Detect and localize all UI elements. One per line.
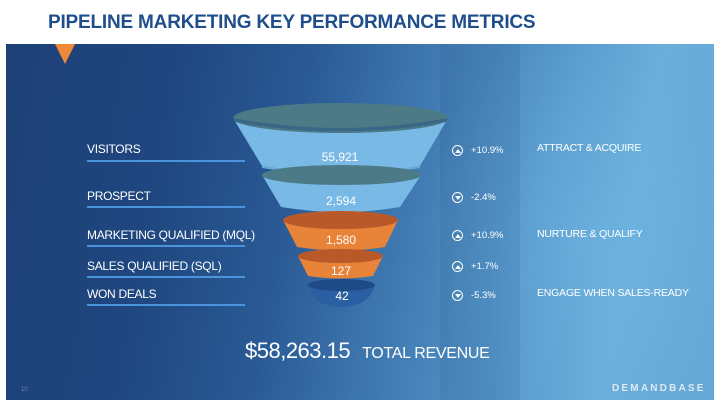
change-mql: +10.9% xyxy=(452,230,504,241)
stage-underline xyxy=(87,304,245,306)
change-visitors: +10.9% xyxy=(452,145,504,156)
arrow-up-circle-icon xyxy=(452,230,463,241)
stage-label-won-deals: WON DEALS xyxy=(87,287,157,301)
arrow-down-circle-icon xyxy=(452,290,463,301)
change-prospect: -2.4% xyxy=(452,192,496,203)
stage-underline xyxy=(87,276,245,278)
funnel-value-prospect: 2,594 xyxy=(325,194,357,208)
background-glow xyxy=(426,44,714,400)
revenue-amount: $58,263.15 xyxy=(245,338,351,363)
change-column-band xyxy=(440,44,520,400)
demandbase-logo: DEMANDBASE xyxy=(612,383,706,394)
total-revenue: $58,263.15 TOTAL REVENUE xyxy=(245,338,490,364)
stage-label-sql: SALES QUALIFIED (SQL) xyxy=(87,259,222,273)
phase-engage-sales-ready: ENGAGE WHEN SALES-READY xyxy=(537,287,689,299)
funnel-segment-visitors xyxy=(233,103,448,175)
arrow-down-circle-icon xyxy=(452,192,463,203)
stage-label-mql: MARKETING QUALIFIED (MQL) xyxy=(87,228,255,242)
arrow-up-circle-icon xyxy=(452,145,463,156)
arrow-up-circle-icon xyxy=(452,261,463,272)
stage-underline xyxy=(87,206,245,208)
stage-underline xyxy=(87,245,245,247)
orange-notch-marker xyxy=(55,44,75,64)
stage-label-visitors: VISITORS xyxy=(87,142,141,156)
funnel-segment-won-deals xyxy=(308,279,375,307)
phase-attract-acquire: ATTRACT & ACQUIRE xyxy=(537,142,642,154)
funnel-segment-prospect xyxy=(262,165,421,212)
slide-title: PIPELINE MARKETING KEY PERFORMANCE METRI… xyxy=(48,12,536,33)
change-won-deals: -5.3% xyxy=(452,290,496,301)
change-sql: +1.7% xyxy=(452,261,498,272)
revenue-label: TOTAL REVENUE xyxy=(362,345,490,362)
funnel-value-visitors: 55,921 xyxy=(321,150,359,164)
funnel-segment-sql xyxy=(298,249,383,279)
stage-underline xyxy=(87,160,245,162)
phase-nurture-qualify: NURTURE & QUALIFY xyxy=(537,228,643,240)
funnel-value-won-deals: 42 xyxy=(335,289,349,303)
page-number: 10 xyxy=(21,387,28,393)
funnel-value-mql: 1,580 xyxy=(325,233,357,247)
funnel-value-sql: 127 xyxy=(330,264,352,278)
stage-label-prospect: PROSPECT xyxy=(87,189,151,203)
funnel-segment-mql xyxy=(283,211,398,251)
